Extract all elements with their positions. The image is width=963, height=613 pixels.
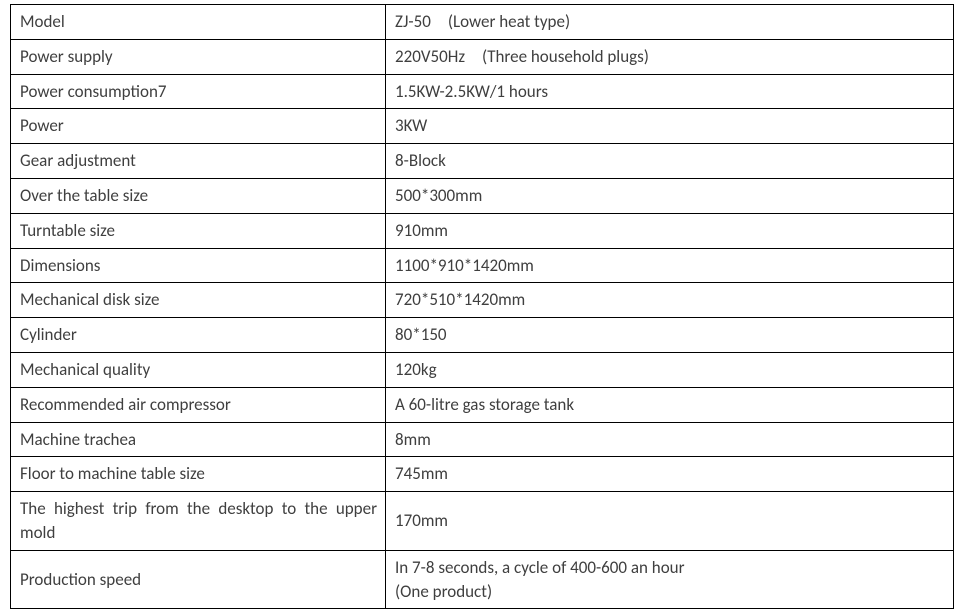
spec-value: 1.5KW-2.5KW/1 hours <box>386 74 954 109</box>
spec-value: 8-Block <box>386 144 954 179</box>
spec-label: Mechanical disk size <box>11 283 386 318</box>
table-row: The highest trip from the desktop to the… <box>11 492 954 551</box>
spec-label: Power consumption7 <box>11 74 386 109</box>
spec-label: Dimensions <box>11 248 386 283</box>
table-row: Dimensions 1100*910*1420mm <box>11 248 954 283</box>
table-row: Model ZJ-50 (Lower heat type) <box>11 5 954 40</box>
spec-table: Model ZJ-50 (Lower heat type) Power supp… <box>10 4 954 609</box>
spec-label: Floor to machine table size <box>11 457 386 492</box>
table-row: Over the table size 500*300mm <box>11 178 954 213</box>
table-row: Recommended air compressor A 60-litre ga… <box>11 387 954 422</box>
spec-label: Turntable size <box>11 213 386 248</box>
spec-label: Power supply <box>11 39 386 74</box>
table-row: Mechanical disk size 720*510*1420mm <box>11 283 954 318</box>
spec-label: Power <box>11 109 386 144</box>
spec-value: ZJ-50 (Lower heat type) <box>386 5 954 40</box>
spec-value: 720*510*1420mm <box>386 283 954 318</box>
spec-value: 220V50Hz (Three household plugs) <box>386 39 954 74</box>
spec-value: 1100*910*1420mm <box>386 248 954 283</box>
spec-label: Cylinder <box>11 318 386 353</box>
table-row: Mechanical quality 120kg <box>11 352 954 387</box>
spec-value: 745mm <box>386 457 954 492</box>
spec-label: Over the table size <box>11 178 386 213</box>
spec-label: Recommended air compressor <box>11 387 386 422</box>
spec-value: 170mm <box>386 492 954 551</box>
spec-value: 8mm <box>386 422 954 457</box>
spec-label: Machine trachea <box>11 422 386 457</box>
spec-value: 910mm <box>386 213 954 248</box>
table-row: Gear adjustment 8-Block <box>11 144 954 179</box>
table-row: Turntable size 910mm <box>11 213 954 248</box>
table-row: Power 3KW <box>11 109 954 144</box>
table-row: Production speed In 7-8 seconds, a cycle… <box>11 550 954 609</box>
table-row: Machine trachea 8mm <box>11 422 954 457</box>
spec-label: Gear adjustment <box>11 144 386 179</box>
spec-label: Model <box>11 5 386 40</box>
spec-value: A 60-litre gas storage tank <box>386 387 954 422</box>
spec-value: 120kg <box>386 352 954 387</box>
spec-table-body: Model ZJ-50 (Lower heat type) Power supp… <box>11 5 954 609</box>
table-row: Power supply 220V50Hz (Three household p… <box>11 39 954 74</box>
spec-value: 3KW <box>386 109 954 144</box>
spec-label: Production speed <box>11 550 386 609</box>
spec-label: Mechanical quality <box>11 352 386 387</box>
table-row: Floor to machine table size 745mm <box>11 457 954 492</box>
spec-value: 500*300mm <box>386 178 954 213</box>
spec-value: In 7-8 seconds, a cycle of 400-600 an ho… <box>386 550 954 609</box>
spec-label: The highest trip from the desktop to the… <box>11 492 386 551</box>
table-row: Cylinder 80*150 <box>11 318 954 353</box>
spec-value: 80*150 <box>386 318 954 353</box>
table-row: Power consumption7 1.5KW-2.5KW/1 hours <box>11 74 954 109</box>
